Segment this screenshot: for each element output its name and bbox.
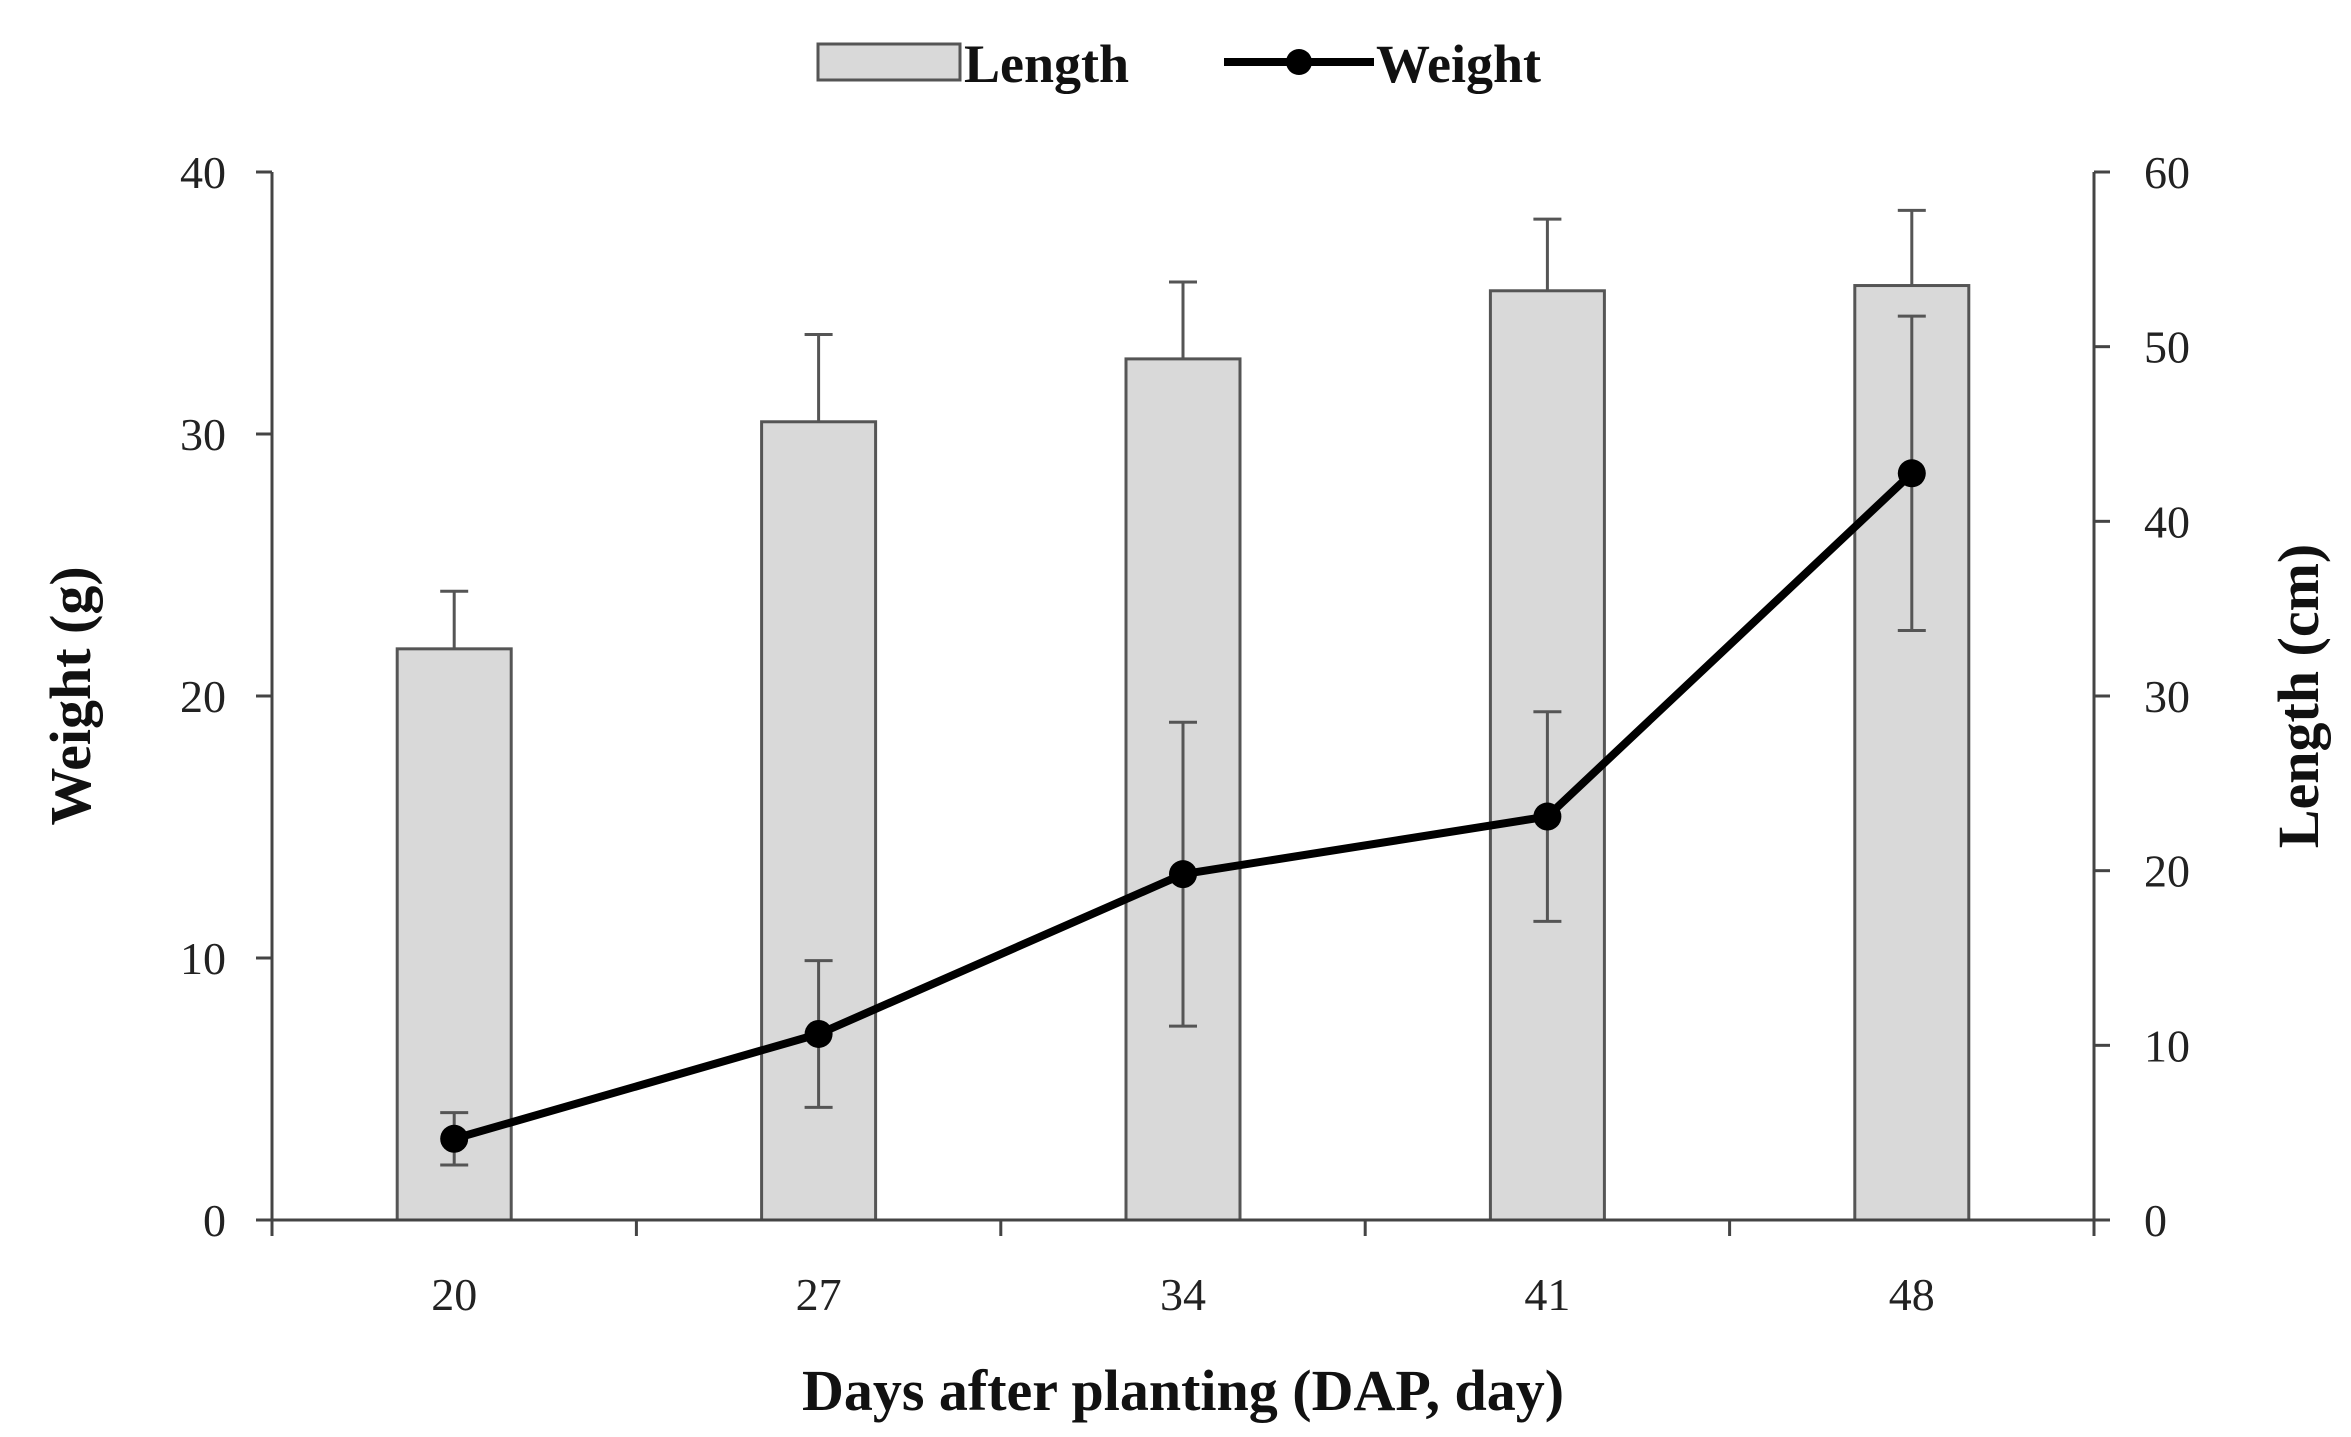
y-left-tick-label-0: 0 [203,1195,226,1246]
x-tick-label-48: 48 [1889,1269,1935,1320]
x-tick-label-41: 41 [1524,1269,1570,1320]
legend-weight-marker [1286,49,1312,75]
legend-length-label: Length [964,34,1129,94]
legend: Length Weight [816,34,1541,94]
axes-layer [256,170,2110,1236]
y-left-tick-label-40: 40 [180,147,226,198]
x-tick-label-20: 20 [431,1269,477,1320]
y-right-tick-label-10: 10 [2144,1020,2190,1071]
weight-markers-layer [440,459,1926,1153]
y-right-tick-label-0: 0 [2144,1195,2167,1246]
legend-weight-label: Weight [1376,34,1541,94]
y-right-tick-label-50: 50 [2144,322,2190,373]
y-right-tick-label-60: 60 [2144,147,2190,198]
tick-labels-layer: 20 27 34 41 48 0 10 20 30 40 0 10 20 30 40 50 60 [180,147,2190,1320]
y-right-tick-label-40: 40 [2144,496,2190,547]
weight-point-48 [1897,459,1926,488]
legend-length-swatch [816,42,962,82]
y-right-tick-label-20: 20 [2144,846,2190,897]
bar-error-bars-layer [440,208,1926,649]
weight-point-27 [804,1019,833,1048]
weight-point-41 [1533,802,1562,831]
y-left-tick-label-20: 20 [180,671,226,722]
y-left-tick-label-10: 10 [180,933,226,984]
x-tick-label-27: 27 [796,1269,842,1320]
x-tick-label-34: 34 [1160,1269,1206,1320]
x-axis-title: Days after planting (DAP, day) [802,1358,1564,1423]
weight-point-34 [1169,860,1197,889]
y-left-axis-title: Weight (g) [38,566,103,825]
y-right-tick-label-30: 30 [2144,671,2190,722]
y-right-axis-title: Length (cm) [2266,544,2331,848]
y-left-tick-label-30: 30 [180,409,226,460]
weight-point-20 [440,1124,469,1153]
